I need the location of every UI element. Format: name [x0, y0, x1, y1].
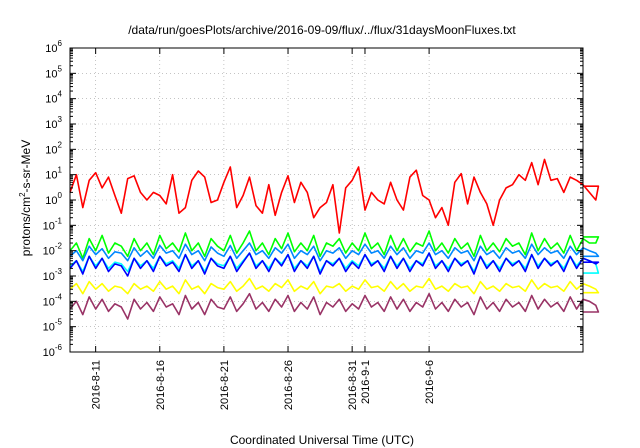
y-tick-label-base: 10 [43, 246, 55, 258]
y-tick-label-base: 10 [43, 322, 55, 334]
y-tick-label-exponent: 0 [58, 191, 63, 200]
y-tick-label-exponent: -1 [55, 216, 63, 225]
y-tick-label: 102 [45, 140, 62, 156]
y-tick-label: 105 [45, 64, 62, 80]
y-axis-label-superscript: 2 [18, 192, 27, 197]
y-tick-label-base: 10 [43, 220, 55, 232]
chart-title: /data/run/goesPlots/archive/2016-09-09/f… [128, 23, 516, 37]
y-tick-label: 101 [45, 166, 62, 182]
y-tick-label-exponent: 6 [58, 39, 63, 48]
y-tick-label-base: 10 [45, 68, 57, 80]
y-tick-label-base: 10 [43, 296, 55, 308]
y-tick-label: 10-4 [43, 292, 63, 308]
series-line-1 [69, 158, 600, 234]
x-axis-label: Coordinated Universal Time (UTC) [230, 433, 414, 447]
series-line-2 [69, 230, 600, 260]
y-tick-label-exponent: 2 [58, 140, 63, 149]
y-tick-label-base: 10 [45, 119, 57, 131]
y-tick-label-exponent: -6 [55, 343, 63, 352]
y-tick-label-base: 10 [45, 43, 57, 55]
x-tick-label: 2016-8-16 [155, 360, 167, 410]
y-tick-label-exponent: 4 [58, 90, 63, 99]
y-tick-label: 10-3 [43, 267, 63, 283]
y-tick-label-exponent: -2 [55, 242, 63, 251]
x-tick-label: 2016-8-11 [91, 360, 103, 409]
x-tick-label: 2016-8-26 [283, 360, 295, 410]
series-group [69, 158, 600, 320]
y-tick-label-base: 10 [45, 195, 57, 207]
y-tick-label: 106 [45, 39, 62, 55]
y-tick-label: 10-5 [43, 318, 63, 334]
y-tick-label-base: 10 [45, 170, 57, 182]
series-line-7 [69, 292, 600, 320]
y-tick-label-base: 10 [45, 144, 57, 156]
x-tick-label: 2016-9-1 [360, 360, 372, 404]
y-tick-label-base: 10 [43, 271, 55, 283]
y-tick-label-base: 10 [45, 94, 57, 106]
y-tick-label-exponent: -3 [55, 267, 63, 276]
series-line-5 [69, 252, 600, 277]
y-tick-label-exponent: 5 [58, 64, 63, 73]
series-line-4 [69, 242, 600, 262]
y-tick-label-exponent: 1 [58, 166, 63, 175]
y-tick-labels: 10-610-510-410-310-210-11001011021031041… [43, 39, 63, 359]
x-tick-labels: 2016-8-11 2016-8-16 2016-8-21 2016-8-26 2016… [91, 360, 436, 410]
y-tick-label-base: 10 [43, 347, 55, 359]
y-tick-label-exponent: -4 [55, 292, 63, 301]
x-tick-label: 2016-9-6 [424, 360, 436, 404]
y-tick-label: 103 [45, 115, 62, 131]
y-tick-label: 104 [45, 90, 62, 106]
y-axis-label-main: protons/cm [19, 197, 33, 256]
y-axis-label: protons/cm2-s-sr-MeV [18, 140, 33, 256]
y-tick-label: 10-2 [43, 242, 63, 258]
x-tick-label: 2016-8-21 [219, 360, 231, 410]
y-axis-label-suffix: -s-sr-MeV [19, 140, 33, 193]
tick-marks [70, 47, 583, 353]
y-tick-label: 10-1 [43, 216, 63, 232]
y-tick-label-exponent: -5 [55, 318, 63, 327]
series-line-6 [69, 277, 600, 295]
x-tick-label: 2016-8-31 [347, 360, 359, 410]
y-tick-label: 10-6 [43, 343, 63, 359]
y-tick-label: 100 [45, 191, 62, 207]
y-tick-label-exponent: 3 [58, 115, 63, 124]
